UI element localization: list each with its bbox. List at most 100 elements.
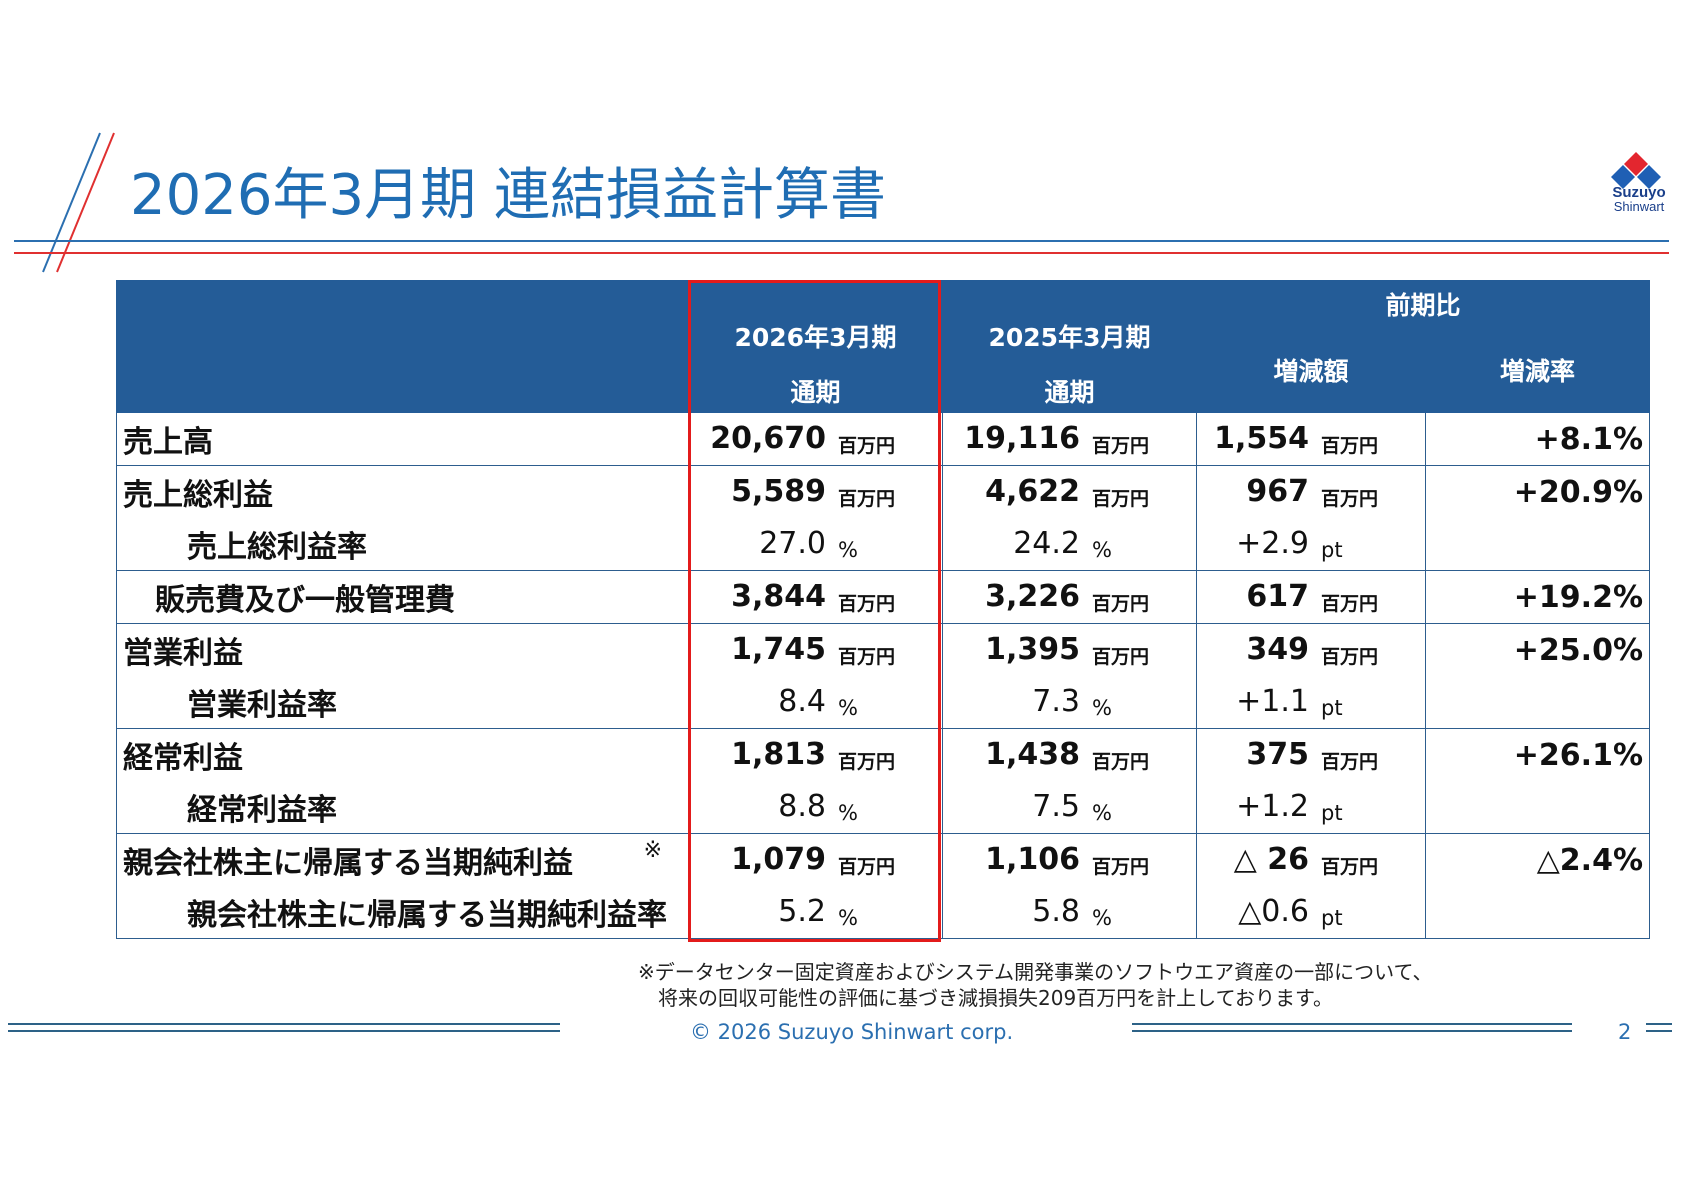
footer-rule bbox=[1132, 1023, 1572, 1025]
value-2025: 7.3 bbox=[1032, 684, 1080, 719]
value-rate bbox=[1424, 886, 1651, 939]
value-2026: 5,589 bbox=[731, 473, 826, 509]
header-blank-3 bbox=[116, 368, 689, 413]
row-label: 売上総利益 bbox=[116, 465, 689, 518]
value-diff: +2.9 bbox=[1236, 526, 1309, 561]
value-2025: 7.5 bbox=[1032, 789, 1080, 824]
value-2026: 8.8 bbox=[778, 789, 826, 824]
unit: 百万円 bbox=[1092, 592, 1150, 615]
unit: 百万円 bbox=[1092, 434, 1150, 457]
value-2026: 3,844 bbox=[731, 578, 826, 614]
unit: % bbox=[838, 538, 858, 562]
row-label: 営業利益 bbox=[116, 623, 689, 676]
value-diff: 349 bbox=[1246, 631, 1309, 667]
unit: 百万円 bbox=[1092, 855, 1150, 878]
unit: % bbox=[1092, 906, 1112, 930]
unit: 百万円 bbox=[838, 592, 896, 615]
unit: 百万円 bbox=[1092, 645, 1150, 668]
table-row: 営業利益率 8.4% 7.3% +1.1 pt bbox=[116, 676, 1651, 729]
value-diff: +1.1 bbox=[1236, 684, 1309, 719]
header-2025: 2025年3月期 bbox=[942, 280, 1197, 369]
unit: pt bbox=[1321, 801, 1343, 825]
footer-rule bbox=[1132, 1030, 1572, 1032]
unit: 百万円 bbox=[1321, 855, 1379, 878]
logo-text-shinwart: Shinwart bbox=[1613, 199, 1665, 214]
footer-rule bbox=[1646, 1030, 1672, 1032]
unit: 百万円 bbox=[838, 750, 896, 773]
unit: 百万円 bbox=[1092, 750, 1150, 773]
unit: % bbox=[838, 801, 858, 825]
unit: 百万円 bbox=[838, 645, 896, 668]
unit: 百万円 bbox=[838, 487, 896, 510]
value-diff: △ 26 bbox=[1233, 841, 1309, 877]
title-rule-blue bbox=[14, 240, 1669, 242]
header-diff-rate: 増減率 bbox=[1424, 326, 1651, 413]
value-rate: +26.1% bbox=[1424, 728, 1651, 781]
value-rate: +25.0% bbox=[1424, 623, 1651, 676]
value-2025: 24.2 bbox=[1013, 526, 1080, 561]
unit: 百万円 bbox=[1321, 434, 1379, 457]
unit: 百万円 bbox=[1092, 487, 1150, 510]
value-diff: 375 bbox=[1246, 736, 1309, 772]
value-rate bbox=[1424, 676, 1651, 729]
value-2025: 19,116 bbox=[964, 420, 1080, 456]
header-diff-amount: 増減額 bbox=[1196, 326, 1426, 413]
value-2025: 5.8 bbox=[1032, 894, 1080, 929]
value-diff: 967 bbox=[1246, 473, 1309, 509]
table-row: 売上高 20,670 百万円 19,116 百万円 1,554 百万円 +8.1% bbox=[116, 412, 1651, 466]
row-label: 売上総利益率 bbox=[116, 518, 689, 571]
value-rate: +20.9% bbox=[1424, 465, 1651, 518]
unit: 百万円 bbox=[838, 434, 896, 457]
unit: % bbox=[1092, 696, 1112, 720]
logo-text-suzuyo: Suzuyo bbox=[1612, 184, 1666, 201]
unit: 百万円 bbox=[1321, 592, 1379, 615]
value-2026: 1,745 bbox=[731, 631, 826, 667]
value-2025: 1,395 bbox=[985, 631, 1080, 667]
table-row: 親会社株主に帰属する当期純利益 ※ 1,079 百万円 1,106 百万円 △ 26 百… bbox=[116, 833, 1651, 886]
unit: pt bbox=[1321, 906, 1343, 930]
table-row: 経常利益率 8.8% 7.5% +1.2 pt bbox=[116, 781, 1651, 834]
row-label: 経常利益 bbox=[116, 728, 689, 781]
row-label: 経常利益率 bbox=[116, 781, 689, 834]
value-2026: 1,079 bbox=[731, 841, 826, 877]
value-2026: 20,670 bbox=[710, 420, 826, 456]
table-row: 売上総利益 5,589 百万円 4,622 百万円 967 百万円 +20.9% bbox=[116, 465, 1651, 518]
income-statement-table: 2026年3月期 2025年3月期 前期比 増減額 増減率 通期 通期 売上高 … bbox=[116, 280, 1651, 939]
header-blank bbox=[116, 280, 689, 327]
table-row: 売上総利益率 27.0% 24.2% +2.9 pt bbox=[116, 518, 1651, 571]
footer-rule bbox=[8, 1023, 560, 1025]
header-sub-2025: 通期 bbox=[942, 368, 1197, 413]
row-label: 営業利益率 bbox=[116, 676, 689, 729]
value-rate: +8.1% bbox=[1424, 412, 1651, 466]
copyright: © 2026 Suzuyo Shinwart corp. bbox=[690, 1020, 1014, 1044]
value-2025: 4,622 bbox=[985, 473, 1080, 509]
unit: % bbox=[1092, 801, 1112, 825]
value-2025: 3,226 bbox=[985, 578, 1080, 614]
footer bbox=[0, 1022, 1683, 1052]
header-compare: 前期比 bbox=[1195, 280, 1651, 327]
header-2026: 2026年3月期 bbox=[688, 280, 943, 369]
value-rate: △2.4% bbox=[1424, 833, 1651, 886]
table-row: 営業利益 1,745 百万円 1,395 百万円 349 百万円 +25.0% bbox=[116, 623, 1651, 676]
unit: pt bbox=[1321, 538, 1343, 562]
table-row: 親会社株主に帰属する当期純利益率 5.2% 5.8% △0.6 pt bbox=[116, 886, 1651, 939]
footer-rule bbox=[1646, 1023, 1672, 1025]
value-2026: 8.4 bbox=[778, 684, 826, 719]
value-diff: 617 bbox=[1246, 578, 1309, 614]
page-title: 2026年3月期 連結損益計算書 bbox=[130, 163, 886, 228]
suzuyo-logo bbox=[1611, 152, 1661, 189]
note-mark: ※ bbox=[643, 838, 662, 863]
unit: 百万円 bbox=[1321, 750, 1379, 773]
table-row: 経常利益 1,813 百万円 1,438 百万円 375 百万円 +26.1% bbox=[116, 728, 1651, 781]
value-2026: 1,813 bbox=[731, 736, 826, 772]
value-diff: △0.6 bbox=[1238, 894, 1309, 929]
value-rate bbox=[1424, 781, 1651, 834]
row-label: 売上高 bbox=[116, 412, 689, 466]
title-slash-decoration bbox=[42, 132, 115, 273]
unit: 百万円 bbox=[1321, 487, 1379, 510]
value-diff: +1.2 bbox=[1236, 789, 1309, 824]
unit: % bbox=[838, 906, 858, 930]
footnote-line-1: ※データセンター固定資産およびシステム開発事業のソフトウエア資産の一部について、 bbox=[638, 960, 1433, 984]
header-blank-2 bbox=[116, 326, 689, 369]
value-rate: +19.2% bbox=[1424, 570, 1651, 624]
